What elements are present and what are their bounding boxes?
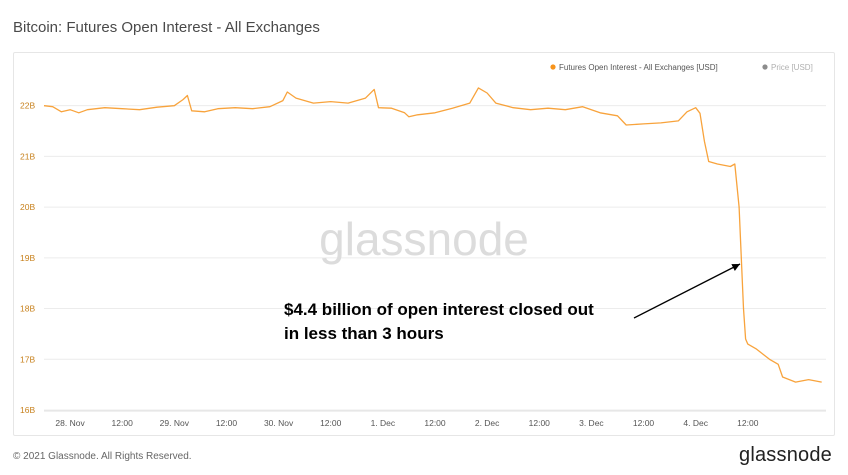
x-tick-label: 4. Dec (683, 418, 708, 428)
y-tick-label: 18B (20, 304, 35, 314)
chart-panel: glassnode 16B 17B 18B 19B 20B 21B 22B 28. Nov 1… (13, 52, 835, 436)
y-tick-label: 19B (20, 253, 35, 263)
y-tick-label: 16B (20, 405, 35, 415)
x-tick-label: 12:00 (529, 418, 551, 428)
legend-dot-open-interest[interactable] (550, 64, 556, 70)
y-tick-label: 21B (20, 151, 35, 161)
x-tick-label: 12:00 (633, 418, 655, 428)
x-tick-label: 12:00 (216, 418, 238, 428)
page-title: Bitcoin: Futures Open Interest - All Exc… (13, 19, 320, 36)
series-line-futures-open-interest (43, 87, 822, 383)
copyright-text: © 2021 Glassnode. All Rights Reserved. (13, 451, 192, 462)
x-tick-label: 1. Dec (371, 418, 396, 428)
annotation-text-line: in less than 3 hours (284, 324, 444, 343)
legend-item-price[interactable]: Price [USD] (771, 63, 813, 72)
x-tick-label: 12:00 (424, 418, 446, 428)
futures-open-interest-chart: glassnode 16B 17B 18B 19B 20B 21B 22B 28. Nov 1… (20, 63, 826, 428)
annotation-text-line: $4.4 billion of open interest closed out (284, 300, 594, 319)
y-tick-label: 20B (20, 202, 35, 212)
x-tick-label: 30. Nov (264, 418, 294, 428)
x-tick-label: 3. Dec (579, 418, 604, 428)
x-tick-label: 12:00 (320, 418, 342, 428)
annotation-arrow (633, 263, 741, 319)
x-tick-label: 2. Dec (475, 418, 500, 428)
x-tick-label: 12:00 (737, 418, 759, 428)
glassnode-logo: glassnode (739, 444, 832, 466)
y-tick-label: 22B (20, 101, 35, 111)
y-tick-label: 17B (20, 354, 35, 364)
x-tick-label: 12:00 (112, 418, 134, 428)
x-tick-label: 28. Nov (55, 418, 85, 428)
watermark: glassnode (319, 213, 529, 265)
x-tick-label: 29. Nov (160, 418, 190, 428)
legend-dot-price[interactable] (762, 64, 768, 70)
legend-item-open-interest[interactable]: Futures Open Interest - All Exchanges [U… (559, 63, 718, 72)
